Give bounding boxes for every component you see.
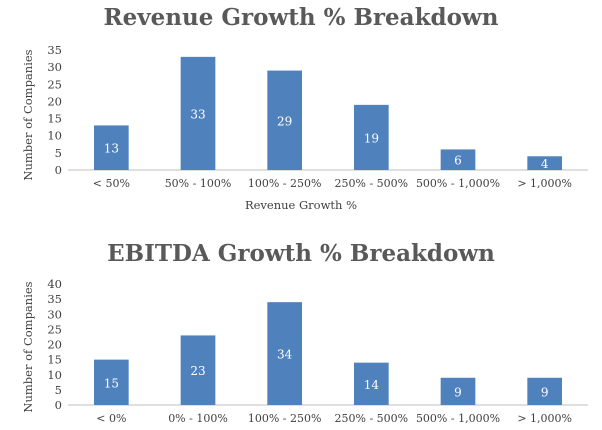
y-tick-label: 10 xyxy=(47,129,62,143)
x-tick-label: 0% - 100% xyxy=(168,412,228,425)
x-tick-label: 250% - 500% xyxy=(335,412,409,425)
x-tick-label: 250% - 500% xyxy=(335,177,409,190)
data-label: 23 xyxy=(190,364,205,378)
data-label: 6 xyxy=(454,154,462,168)
data-label: 13 xyxy=(104,142,119,156)
bar xyxy=(527,377,562,405)
bar xyxy=(180,56,216,170)
y-tick-label: 30 xyxy=(47,307,62,321)
y-tick-label: 15 xyxy=(47,112,62,126)
revenue-growth-plot: 0 5 10 15 20 25 30 35 13 < 50% 33 50% - 100% 29 100% … xyxy=(47,43,588,190)
data-label: 19 xyxy=(364,131,379,145)
y-tick-label: 30 xyxy=(47,60,62,74)
data-label: 34 xyxy=(277,348,293,362)
data-label: 9 xyxy=(454,385,462,399)
y-tick-label: 20 xyxy=(47,338,62,352)
y-tick-label: 35 xyxy=(47,292,62,306)
x-tick-label: < 50% xyxy=(93,177,130,190)
x-tick-label: > 1,000% xyxy=(517,412,572,425)
bar xyxy=(354,104,389,170)
bar xyxy=(94,125,129,170)
y-tick-label: 35 xyxy=(47,43,62,57)
bar xyxy=(267,302,302,405)
bar xyxy=(527,156,562,170)
data-label: 4 xyxy=(541,157,549,171)
y-tick-label: 25 xyxy=(47,322,62,336)
y-tick-label: 5 xyxy=(55,383,62,397)
x-axis-label: Revenue Growth % xyxy=(244,198,358,212)
y-tick-label: 0 xyxy=(55,398,62,412)
x-tick-label: > 1,000% xyxy=(517,177,572,190)
data-label: 15 xyxy=(104,376,119,390)
data-label: 33 xyxy=(190,107,205,121)
x-tick-label: 500% - 1,000% xyxy=(416,412,500,425)
bar xyxy=(440,149,476,170)
y-tick-label: 10 xyxy=(47,368,62,382)
x-tick-label: 100% - 250% xyxy=(248,412,322,425)
y-tick-label: 20 xyxy=(47,94,62,108)
bar xyxy=(94,359,129,405)
chart-title: Revenue Growth % Breakdown xyxy=(103,4,499,31)
y-tick-label: 15 xyxy=(47,353,62,367)
bar xyxy=(440,377,476,405)
bar xyxy=(354,362,389,405)
x-tick-label: 100% - 250% xyxy=(248,177,322,190)
x-tick-label: < 0% xyxy=(96,412,126,425)
bar xyxy=(180,335,216,405)
y-tick-label: 40 xyxy=(47,277,62,291)
data-label: 29 xyxy=(277,114,292,128)
y-tick-label: 0 xyxy=(55,163,62,177)
x-tick-label: 500% - 1,000% xyxy=(416,177,500,190)
x-tick-label: 50% - 100% xyxy=(165,177,232,190)
ebitda-growth-chart: EBITDA Growth % Breakdown Number of Comp… xyxy=(0,222,602,430)
revenue-growth-chart: Revenue Growth % Breakdown Number of Com… xyxy=(21,4,588,212)
bar xyxy=(267,70,302,170)
chart-title: EBITDA Growth % Breakdown xyxy=(107,240,495,267)
data-label: 14 xyxy=(364,378,380,392)
y-tick-label: 25 xyxy=(47,77,62,91)
data-label: 9 xyxy=(541,385,549,399)
y-tick-label: 5 xyxy=(55,146,62,160)
